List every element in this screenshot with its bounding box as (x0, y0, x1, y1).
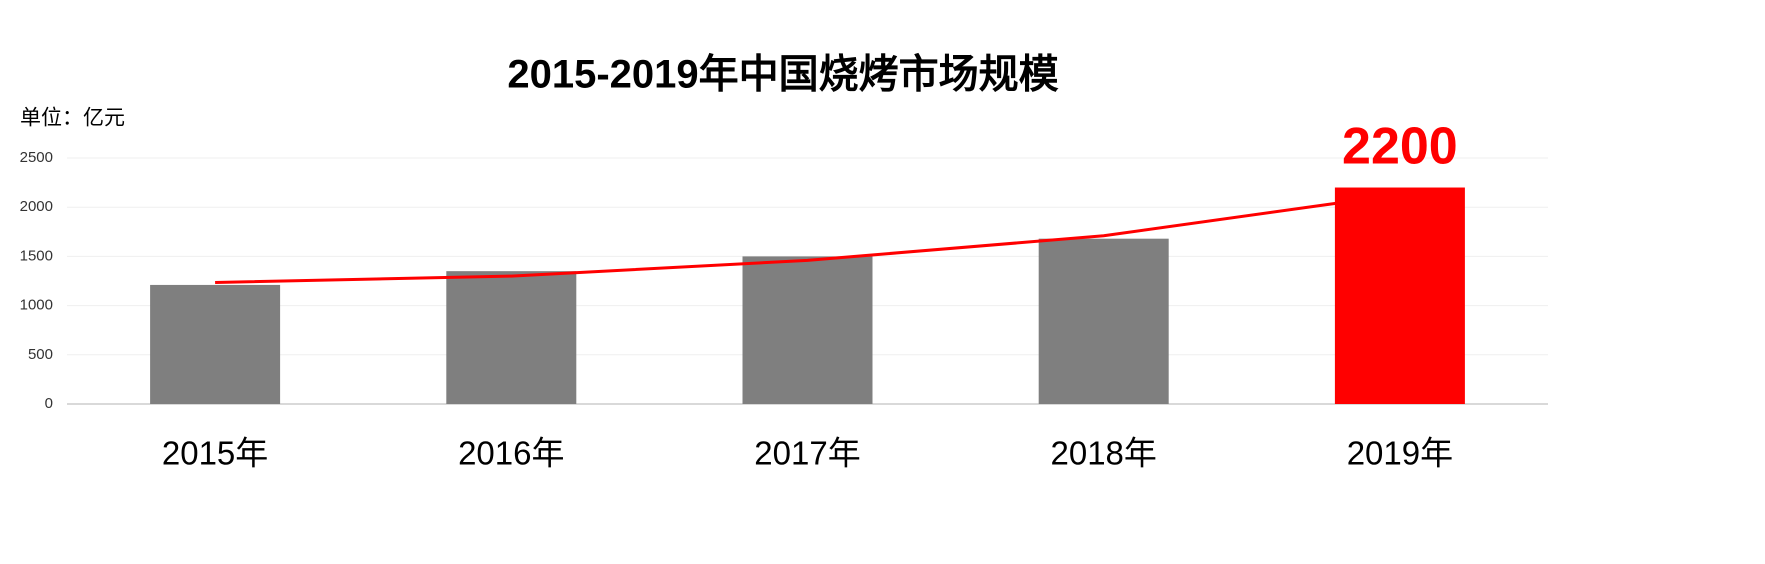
x-tick-label: 2018年 (1050, 435, 1156, 472)
x-tick-label: 2019年 (1347, 435, 1453, 472)
y-tick-label: 500 (28, 346, 53, 363)
value-label: 2200 (1342, 117, 1458, 175)
x-tick-label: 2016年 (458, 435, 564, 472)
y-tick-label: 2500 (20, 149, 53, 166)
trend-line (215, 192, 1401, 284)
x-tick-label: 2017年 (754, 435, 860, 472)
bar (742, 256, 873, 404)
bar (446, 271, 577, 404)
chart-title: 2015-2019年中国烧烤市场规模 (507, 53, 1058, 97)
y-axis-label: 单位：亿元 (20, 107, 125, 130)
bar (1038, 238, 1169, 404)
y-tick-label: 0 (45, 395, 53, 412)
bar (150, 284, 281, 404)
x-tick-label: 2015年 (162, 435, 268, 472)
bar (1334, 187, 1465, 404)
y-tick-label: 1000 (20, 297, 53, 314)
y-tick-label: 2000 (20, 198, 53, 215)
y-tick-label: 1500 (20, 247, 53, 264)
